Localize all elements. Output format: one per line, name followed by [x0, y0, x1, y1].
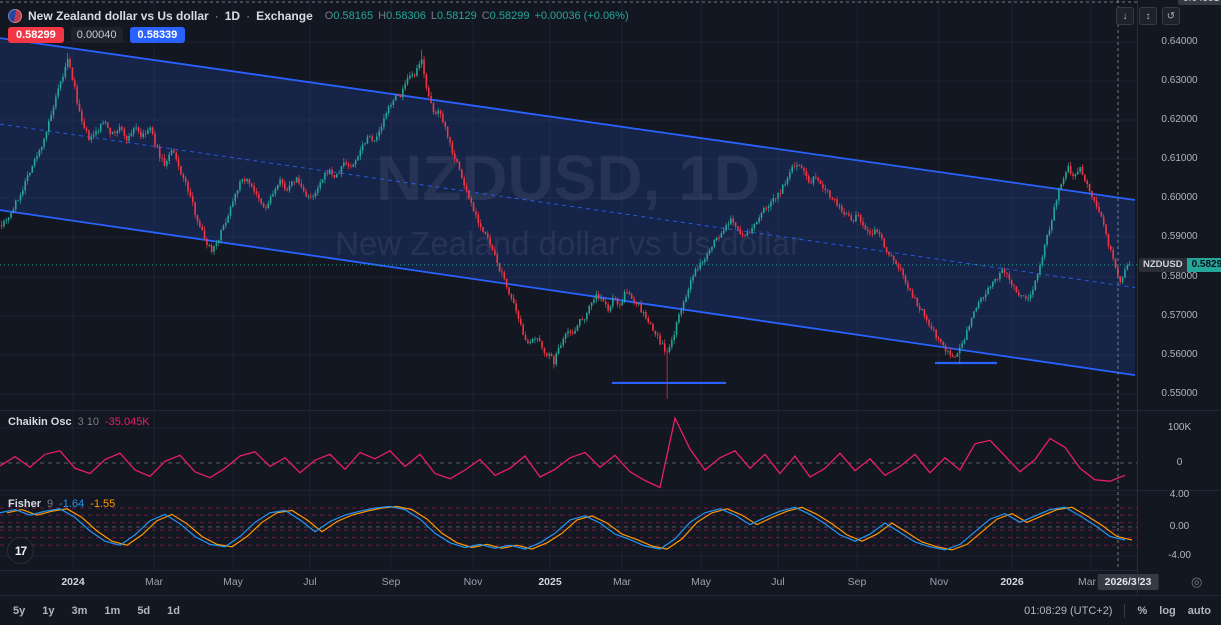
range-button-1y[interactable]: 1y [42, 605, 55, 617]
last-price-symbol: NZDUSD [1139, 257, 1187, 272]
chaikin-tick: 0 [1176, 457, 1183, 468]
close-value: 0.58299 [489, 10, 530, 22]
time-tick: 2025 [538, 576, 562, 588]
candlestick-chart-canvas[interactable]: NZDUSD, 1D New Zealand dollar vs Us dolla… [0, 0, 1137, 570]
high-value: 0.58306 [386, 10, 426, 22]
time-tick: May [223, 576, 243, 588]
fisher-tick: 4.00 [1169, 489, 1190, 500]
range-button-3m[interactable]: 3m [71, 605, 88, 617]
fisher-tick: 0.00 [1169, 521, 1190, 532]
title-separator: · [246, 9, 251, 23]
price-tick: 0.56000 [1161, 348, 1198, 360]
last-price-value: 0.58299 [1186, 257, 1221, 272]
price-axis[interactable]: 0.64991 NZDUSD 0.58299 0.64000 0.63000 0.6… [1138, 0, 1221, 570]
price-tick: 0.63000 [1161, 75, 1198, 87]
chaikin-tick: 100K [1167, 422, 1192, 433]
watermark-symbol: NZDUSD, 1D [376, 142, 760, 214]
fisher-value: -1.64 [59, 498, 85, 510]
auto-scale-button[interactable]: auto [1187, 605, 1211, 617]
time-tick: 2026 [1000, 576, 1024, 588]
pane-separator[interactable] [0, 490, 1221, 491]
spread-value: 0.00040 [70, 27, 123, 43]
price-axis-border [1137, 0, 1138, 595]
range-button-5d[interactable]: 5d [137, 605, 151, 617]
range-button-1m[interactable]: 1m [104, 605, 121, 617]
crosshair-price-label: 0.64991 [1178, 0, 1221, 5]
crosshair-date-label: 2026/3/23 [1097, 574, 1159, 590]
price-tick: 0.55000 [1161, 387, 1198, 399]
log-scale-button[interactable]: log [1159, 605, 1176, 617]
toolbar-divider [1124, 604, 1126, 618]
price-tick: 0.59000 [1161, 231, 1198, 243]
time-tick: Sep [381, 576, 401, 588]
time-tick: Nov [929, 576, 949, 588]
fisher-trigger-value: -1.55 [90, 498, 116, 510]
price-tick: 0.57000 [1161, 309, 1198, 321]
chaikin-legend: Chaikin Osc 3 10 -35.045K [8, 416, 150, 428]
price-tick: 0.62000 [1161, 114, 1198, 126]
instrument-logo-icon [8, 9, 22, 23]
time-tick: Mar [612, 576, 632, 588]
interval-label[interactable]: 1D [224, 9, 241, 23]
chart-legend-header: New Zealand dollar vs Us dollar · 1D · E… [8, 7, 629, 25]
time-tick: 2024 [61, 576, 85, 588]
time-tick: May [691, 576, 711, 588]
bottom-toolbar: 5y 1y 3m 1m 5d 1d 01:08:29 (UTC+2) % log auto [0, 595, 1221, 625]
fisher-tick: -4.00 [1168, 550, 1191, 561]
pane-separator[interactable] [0, 410, 1221, 411]
open-value: 0.58165 [333, 10, 374, 22]
ohlc-values: O0.58165 H0.58306 L0.58129 C0.58299 +0.0… [324, 10, 629, 22]
pane-controls: ↓ ↕ ↺ [1116, 7, 1180, 25]
clock-timezone-button[interactable]: 01:08:29 (UTC+2) [1024, 605, 1113, 617]
symbol-title[interactable]: New Zealand dollar vs Us dollar [28, 9, 209, 23]
price-tick: 0.64000 [1161, 35, 1198, 47]
tradingview-logo[interactable]: 17 [7, 537, 34, 564]
low-value: 0.58129 [436, 10, 477, 22]
time-tick: Mar [1077, 576, 1097, 588]
restore-pane-icon[interactable]: ↺ [1162, 7, 1180, 25]
range-buttons: 5y 1y 3m 1m 5d 1d [0, 602, 187, 620]
time-tick: Jul [771, 576, 785, 588]
time-tick: Mar [144, 576, 164, 588]
fisher-legend: Fisher 9 -1.64 -1.55 [8, 498, 115, 510]
range-button-5y[interactable]: 5y [13, 605, 26, 617]
percent-scale-button[interactable]: % [1137, 605, 1148, 617]
time-tick: Sep [847, 576, 867, 588]
time-axis[interactable]: Mar 2026 Nov Sep Jul May Mar 2025 Nov Sep Jul May Ma… [0, 570, 1159, 596]
chaikin-value: -35.045K [105, 416, 150, 428]
chaikin-params: 3 10 [77, 416, 99, 428]
price-tick: 0.58000 [1161, 270, 1198, 282]
buy-price-button[interactable]: 0.58339 [129, 27, 186, 43]
watermark-description: New Zealand dollar vs Us dollar [335, 225, 801, 262]
last-price-label: NZDUSD 0.58299 [1139, 257, 1221, 272]
exchange-label[interactable]: Exchange [256, 9, 313, 23]
sell-price-button[interactable]: 0.58299 [8, 27, 64, 43]
time-tick: Nov [463, 576, 483, 588]
range-button-1d[interactable]: 1d [167, 605, 180, 617]
chaikin-indicator-title[interactable]: Chaikin Osc [8, 416, 72, 428]
change-value: +0.00036 (+0.06%) [534, 10, 629, 22]
price-tick: 0.60000 [1161, 192, 1198, 204]
fisher-indicator-title[interactable]: Fisher [8, 498, 42, 510]
time-tick: Jul [303, 576, 317, 588]
collapse-pane-icon[interactable]: ↕ [1139, 7, 1157, 25]
price-tick: 0.61000 [1161, 153, 1198, 165]
axis-settings-icon[interactable]: ◎ [1191, 574, 1203, 589]
title-separator: · [214, 9, 219, 23]
fisher-params: 9 [47, 498, 54, 510]
move-pane-down-icon[interactable]: ↓ [1116, 7, 1134, 25]
